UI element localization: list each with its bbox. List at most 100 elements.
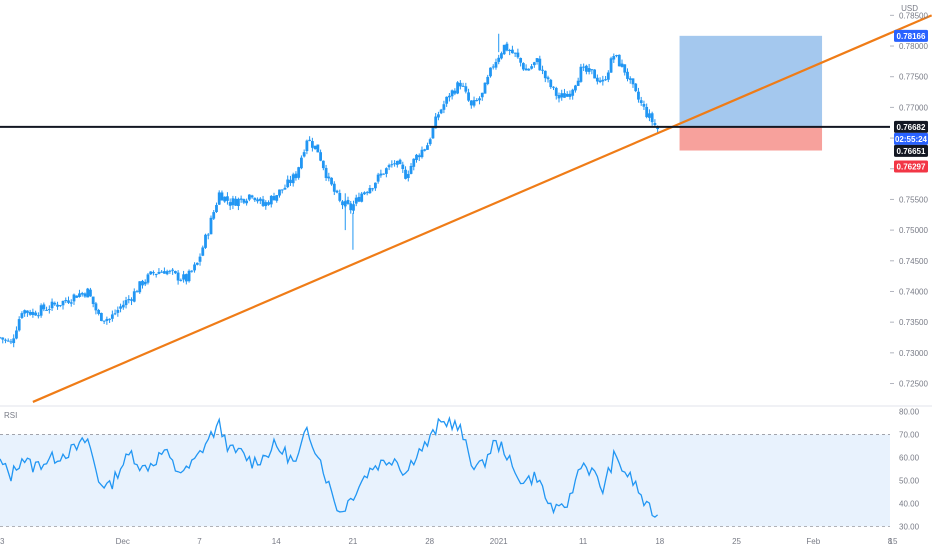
candle-body [450, 90, 454, 97]
candle-body [423, 149, 427, 151]
rsi-line [0, 415, 659, 518]
candle-body [206, 234, 210, 236]
candle-body [36, 315, 40, 317]
candle-body [275, 195, 279, 201]
candle-body [456, 82, 460, 94]
candle-body [154, 273, 158, 275]
candle-body [204, 234, 207, 248]
candle-body [398, 159, 402, 165]
candle-body [546, 77, 550, 80]
candle-body [1, 337, 5, 340]
candle-body [543, 70, 547, 79]
candle-body [650, 113, 654, 123]
candle-body [568, 93, 572, 97]
candle-body [541, 69, 544, 71]
candle-body [319, 152, 322, 161]
candle-body [382, 173, 386, 175]
candle-body [160, 271, 164, 273]
candle-body [554, 87, 558, 96]
candle-body [231, 198, 235, 206]
target-zone[interactable] [679, 35, 823, 127]
candle-body [642, 104, 646, 107]
candle-body [472, 100, 476, 106]
rsi-tick-label: 30.00 [899, 522, 920, 531]
candle-body [124, 300, 128, 306]
candle-body [67, 300, 70, 303]
candle-body [587, 68, 591, 72]
candle-body [23, 310, 27, 314]
candle-body [612, 56, 616, 60]
candle-body [478, 98, 481, 101]
price-pane[interactable] [0, 14, 932, 403]
candle-body [119, 306, 122, 309]
candle-body [379, 173, 383, 176]
candle-body [157, 271, 161, 274]
candle-body [316, 144, 320, 153]
price-tick-label: 0.75000 [899, 226, 928, 235]
candle-body [305, 140, 309, 152]
candle-body [280, 189, 284, 191]
candle-body [245, 200, 249, 204]
candle-body [313, 145, 317, 150]
candle-body [6, 340, 10, 342]
rsi-indicator-label: RSI [4, 411, 17, 420]
candle-body [401, 164, 405, 170]
candle-body [505, 43, 509, 51]
candle-body [50, 301, 54, 309]
candle-body [234, 198, 238, 206]
candle-body [47, 309, 51, 311]
candle-body [291, 174, 295, 184]
candle-body [250, 195, 254, 198]
candle-body [132, 291, 136, 302]
candle-body [513, 52, 517, 54]
stop-zone[interactable] [679, 126, 823, 151]
countdown-badge-text: 02:55:24 [895, 135, 928, 144]
candle-body [4, 339, 7, 341]
candle-body [105, 318, 109, 321]
candle-body [464, 86, 468, 92]
candle-body [431, 127, 435, 139]
candle-body [368, 187, 372, 194]
candle-body [190, 270, 194, 272]
candle-body [64, 299, 68, 302]
candle-body [56, 304, 59, 307]
candle-body [565, 93, 569, 97]
candle-body [278, 189, 281, 196]
candles [0, 33, 660, 348]
candle-body [297, 167, 301, 178]
candle-body [637, 91, 640, 100]
price-tick-label: 0.74500 [899, 257, 928, 266]
candle-body [530, 66, 533, 69]
candle-body [374, 182, 377, 189]
trend-line[interactable] [32, 14, 932, 403]
candle-body [574, 85, 577, 91]
candle-body [226, 196, 229, 201]
candle-body [571, 89, 575, 96]
candle-body [152, 272, 155, 274]
candle-body [352, 204, 355, 211]
candle-body [404, 169, 407, 179]
candle-body [171, 269, 175, 271]
candle-body [453, 90, 457, 94]
candle-body [165, 271, 169, 275]
candle-body [420, 149, 424, 158]
candle-body [215, 205, 218, 213]
candle-body [141, 280, 144, 286]
candle-body [489, 67, 492, 77]
candle-body [80, 293, 84, 295]
candle-body [639, 100, 643, 104]
candle-body [631, 78, 635, 85]
candle-body [595, 77, 599, 82]
candle-body [217, 192, 221, 205]
candle-body [447, 95, 451, 98]
candle-body [187, 270, 191, 282]
candle-body [508, 50, 512, 52]
countdown-badge-bg [894, 132, 928, 145]
countdown-badge: 02:55:24 [894, 132, 928, 145]
candle-body [239, 198, 243, 200]
candle-body [184, 274, 188, 282]
candle-body [458, 82, 462, 87]
candle-body [335, 190, 339, 193]
candle-body [395, 160, 399, 165]
